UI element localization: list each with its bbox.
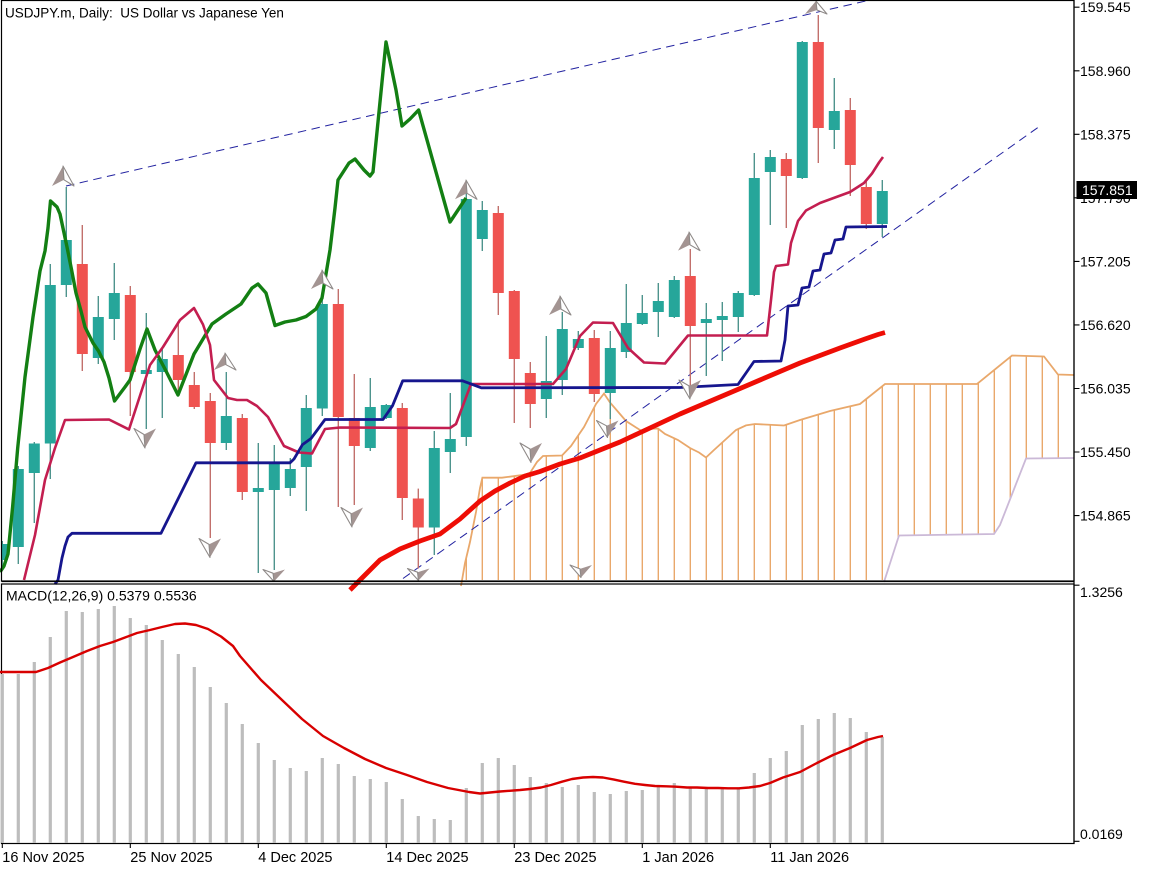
svg-text:16 Nov 2025: 16 Nov 2025 <box>2 850 84 866</box>
svg-text:157.205: 157.205 <box>1080 253 1131 269</box>
svg-text:157.851: 157.851 <box>1082 182 1133 198</box>
svg-text:159.545: 159.545 <box>1080 0 1131 15</box>
svg-text:158.375: 158.375 <box>1080 126 1131 142</box>
svg-text:1 Jan 2026: 1 Jan 2026 <box>642 850 714 866</box>
svg-text:14 Dec 2025: 14 Dec 2025 <box>386 850 468 866</box>
svg-text:158.960: 158.960 <box>1080 63 1131 79</box>
svg-text:USDJPY.m, Daily: US Dollar vs: USDJPY.m, Daily: US Dollar vs Japanese Y… <box>5 6 284 21</box>
svg-text:0.0169: 0.0169 <box>1080 826 1123 842</box>
svg-text:25 Nov 2025: 25 Nov 2025 <box>130 850 212 866</box>
svg-text:155.450: 155.450 <box>1080 444 1131 460</box>
svg-text:1.3256: 1.3256 <box>1080 584 1123 600</box>
svg-text:156.620: 156.620 <box>1080 317 1131 333</box>
svg-text:154.865: 154.865 <box>1080 508 1131 524</box>
svg-text:11 Jan 2026: 11 Jan 2026 <box>770 850 849 866</box>
svg-text:MACD(12,26,9) 0.5379 0.5536: MACD(12,26,9) 0.5379 0.5536 <box>6 588 197 604</box>
svg-text:156.035: 156.035 <box>1080 381 1131 397</box>
svg-text:4 Dec 2025: 4 Dec 2025 <box>258 850 332 866</box>
svg-text:23 Dec 2025: 23 Dec 2025 <box>514 850 596 866</box>
